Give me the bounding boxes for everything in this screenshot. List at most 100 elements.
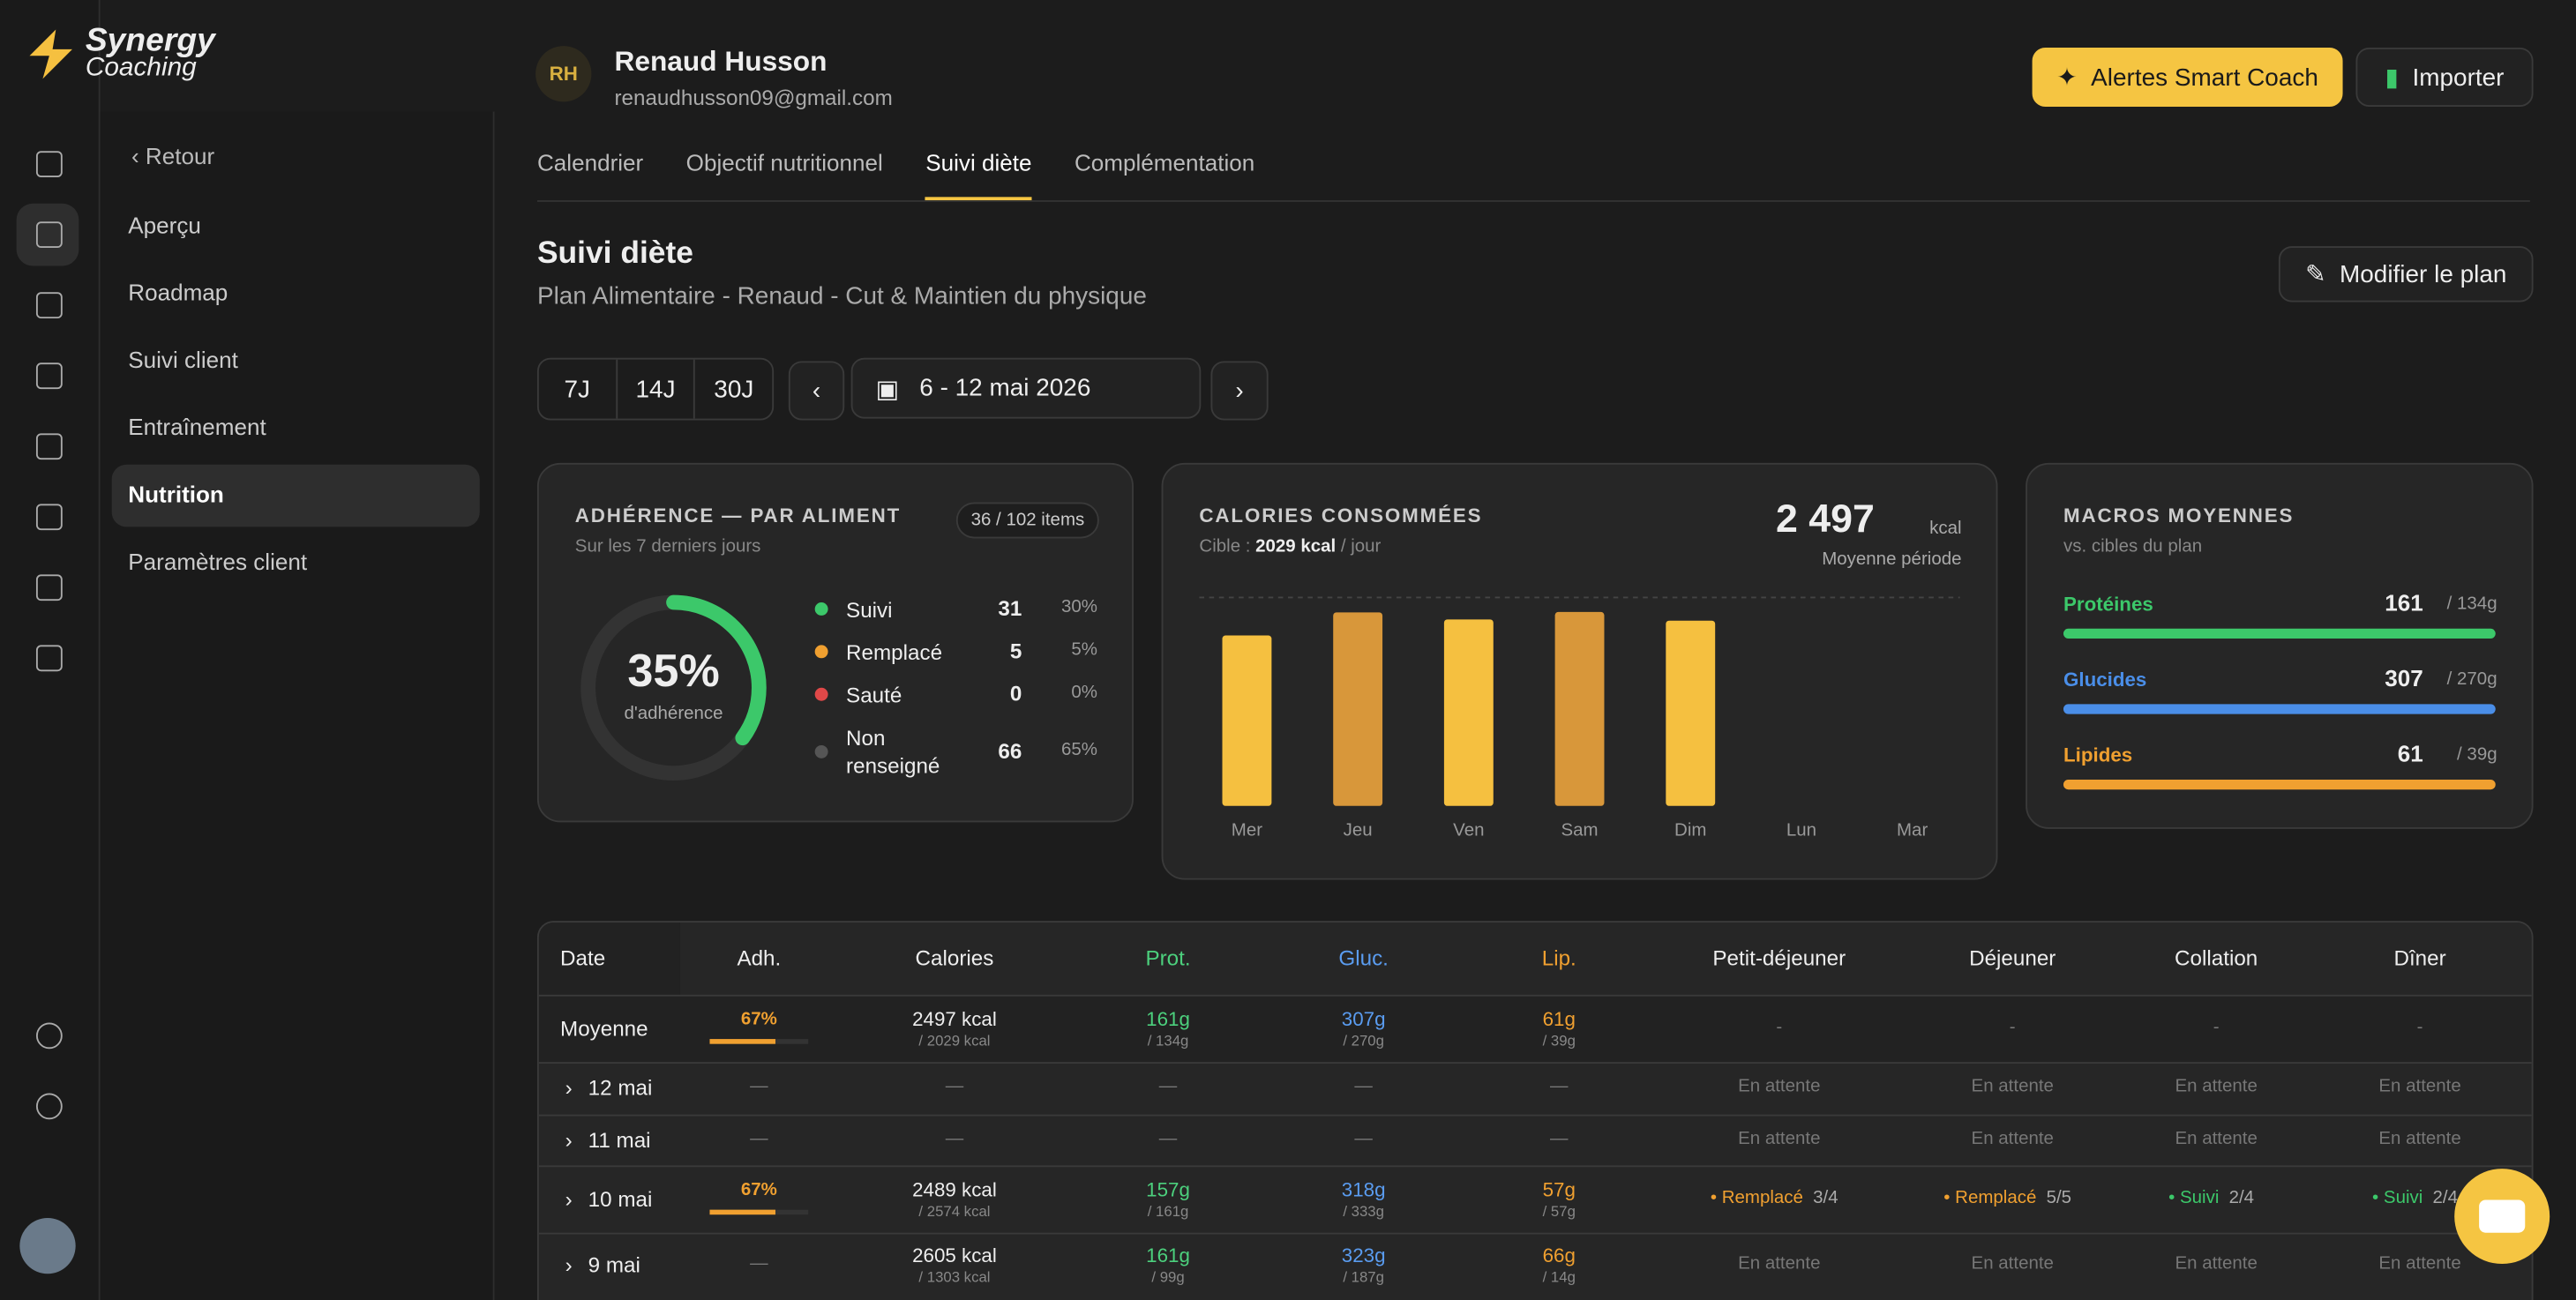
subnav-item[interactable]: Entraînement	[128, 413, 266, 440]
subnav-item[interactable]: Roadmap	[128, 279, 228, 306]
tab[interactable]: Complémentation	[1074, 149, 1255, 176]
cell-text: En attente	[2378, 1076, 2461, 1097]
cell-sub: / 39g	[1542, 1031, 1576, 1049]
cell-text: —	[1158, 1128, 1178, 1148]
cell-main: 2497 kcal	[912, 1006, 997, 1030]
client-avatar: RH	[535, 46, 592, 102]
macro-target: / 134g	[2446, 594, 2497, 615]
cell-text: —	[1354, 1128, 1373, 1148]
section-title: Suivi diète	[536, 235, 693, 272]
edit-button[interactable]: ✎ Modifier le plan	[2278, 246, 2534, 303]
edit-text: Modifier le plan	[2340, 259, 2507, 288]
range-button[interactable]: 14J	[615, 359, 694, 419]
alerts-button[interactable]: ✦ Alertes Smart Coach	[2032, 47, 2343, 107]
rail-icon[interactable]	[35, 1093, 63, 1120]
macro-value: 307	[2385, 664, 2423, 691]
tab-divider	[536, 200, 2530, 202]
legend-name: Remplacé	[846, 639, 943, 665]
range-button[interactable]: 30J	[693, 359, 773, 419]
cell-main: 307g	[1341, 1006, 1386, 1030]
subnav-item[interactable]: Aperçu	[128, 212, 201, 238]
alerts-text: Alertes Smart Coach	[2091, 63, 2318, 92]
macro-value: 61	[2397, 740, 2423, 767]
back-link[interactable]: ‹ Retour	[131, 142, 215, 169]
user-avatar[interactable]	[19, 1217, 76, 1274]
row-divider	[538, 1062, 2532, 1064]
macro-bar	[2063, 628, 2496, 639]
meal-status: Remplacé	[1721, 1187, 1803, 1207]
meal-count: 2/4	[2228, 1187, 2255, 1207]
x-tick-label: Ven	[1453, 819, 1484, 840]
subnav-item[interactable]: Paramètres client	[128, 548, 308, 575]
row-date-text: 9 mai	[588, 1252, 640, 1277]
rail-icon[interactable]	[35, 362, 63, 390]
subnav-item[interactable]: Suivi client	[128, 346, 238, 373]
row-divider	[538, 1165, 2532, 1168]
cell-text: —	[1354, 1076, 1373, 1097]
cell-main: 318g	[1341, 1177, 1386, 1201]
cell-text: -	[2416, 1016, 2423, 1037]
cell-text: —	[945, 1076, 964, 1097]
meal-status: • Remplacé 5/5	[1898, 1188, 2128, 1207]
cell-text: —	[1550, 1076, 1569, 1097]
x-tick-label: Jeu	[1344, 819, 1373, 840]
cell-text: En attente	[1738, 1128, 1821, 1148]
legend-share: 30%	[1060, 597, 1097, 617]
chart-title: CALORIES CONSOMMÉES	[1199, 504, 1483, 527]
rail-icon[interactable]	[35, 1022, 63, 1050]
legend-name: Suivi	[846, 597, 893, 623]
adherence-card: ADHÉRENCE — PAR ALIMENT Sur les 7 dernier…	[536, 462, 1134, 823]
column-header: Dîner	[2393, 945, 2446, 970]
card-title: ADHÉRENCE — PAR ALIMENT	[574, 504, 902, 527]
rail-icon[interactable]	[35, 504, 63, 531]
next-button[interactable]: ›	[1210, 361, 1269, 421]
subnav-active	[111, 464, 480, 527]
tab[interactable]: Objectif nutritionnel	[685, 149, 883, 176]
macro-bar	[2063, 704, 2496, 714]
cell-text: En attente	[1971, 1253, 2054, 1274]
card-subtitle: vs. cibles du plan	[2063, 536, 2203, 557]
summary-unit: kcal	[1929, 519, 1962, 539]
rail-icon[interactable]	[35, 645, 63, 672]
chat-bubble[interactable]	[2454, 1169, 2550, 1265]
badge: 36 / 102 items	[955, 502, 1100, 539]
legend-count: 5	[1009, 638, 1022, 663]
rail-icon[interactable]	[35, 292, 63, 319]
import-button[interactable]: ▮ Importer	[2355, 47, 2534, 107]
row-date-text: 12 mai	[588, 1075, 653, 1100]
meal-status: • Remplacé 3/4	[1664, 1188, 1894, 1207]
rail-icon[interactable]	[35, 221, 63, 249]
tab[interactable]: Calendrier	[536, 149, 644, 176]
column-header: Lip.	[1541, 945, 1576, 970]
target-part: Cible :	[1199, 536, 1251, 557]
cell-sub: / 1303 kcal	[918, 1268, 991, 1286]
rail-icon[interactable]	[35, 151, 63, 177]
row-date-text: 10 mai	[588, 1185, 653, 1211]
date-picker[interactable]: ▣ 6 - 12 mai 2026	[850, 357, 1202, 419]
row-date-text: Moyenne	[560, 1015, 648, 1041]
rail-icon[interactable]	[35, 574, 63, 601]
prev-button[interactable]: ‹	[788, 361, 845, 421]
mean-row-bg	[538, 994, 2532, 1063]
legend-dot	[814, 645, 828, 659]
column-header: Calories	[915, 945, 994, 970]
cell-sub: / 270g	[1343, 1031, 1384, 1049]
rail-icon[interactable]	[35, 433, 63, 460]
back-text: Retour	[145, 142, 215, 169]
cell-text: En attente	[1971, 1128, 2054, 1148]
column-header: Prot.	[1145, 945, 1191, 970]
legend-share: 0%	[1071, 683, 1097, 703]
meal-status: Remplacé	[1955, 1187, 2037, 1207]
rail-active	[16, 203, 79, 266]
cell-text: —	[1550, 1128, 1569, 1148]
tab[interactable]: Suivi diète	[925, 149, 1032, 176]
macro-bar	[2063, 780, 2496, 790]
row-date-text: 11 mai	[588, 1126, 651, 1152]
range-button[interactable]: 7J	[564, 375, 591, 403]
meal-dot: •	[1710, 1187, 1722, 1207]
subnav-item[interactable]: Nutrition	[128, 481, 224, 508]
legend-name: Non renseigné	[846, 725, 940, 779]
meal-count: 3/4	[1813, 1187, 1838, 1207]
macro-target: / 270g	[2446, 669, 2497, 690]
donut-arc	[580, 594, 767, 781]
